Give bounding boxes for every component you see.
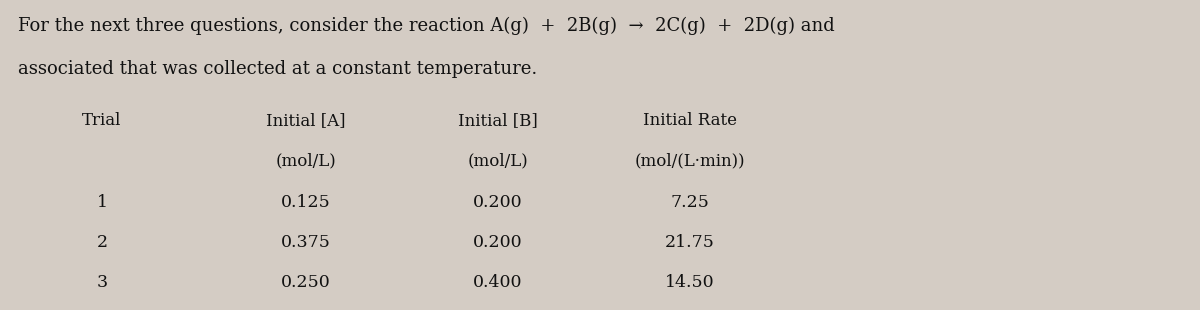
Text: 0.200: 0.200 <box>473 234 523 251</box>
Text: 0.400: 0.400 <box>473 274 523 291</box>
Text: 0.125: 0.125 <box>281 194 331 211</box>
Text: (mol/L): (mol/L) <box>468 152 528 169</box>
Text: (mol/(L·min)): (mol/(L·min)) <box>635 152 745 169</box>
Text: 1: 1 <box>96 194 108 211</box>
Text: Initial [A]: Initial [A] <box>266 112 346 129</box>
Text: 0.375: 0.375 <box>281 234 331 251</box>
Text: 0.250: 0.250 <box>281 274 331 291</box>
Text: Initial [B]: Initial [B] <box>458 112 538 129</box>
Text: 7.25: 7.25 <box>671 194 709 211</box>
Text: 2: 2 <box>96 234 108 251</box>
Text: For the next three questions, consider the reaction A(g)  +  2B(g)  →  2C(g)  + : For the next three questions, consider t… <box>18 17 835 35</box>
Text: 0.200: 0.200 <box>473 194 523 211</box>
Text: 21.75: 21.75 <box>665 234 715 251</box>
Text: (mol/L): (mol/L) <box>276 152 336 169</box>
Text: 3: 3 <box>96 274 108 291</box>
Text: 14.50: 14.50 <box>665 274 715 291</box>
Text: associated that was collected at a constant temperature.: associated that was collected at a const… <box>18 60 538 78</box>
Text: Initial Rate: Initial Rate <box>643 112 737 129</box>
Text: Trial: Trial <box>83 112 121 129</box>
